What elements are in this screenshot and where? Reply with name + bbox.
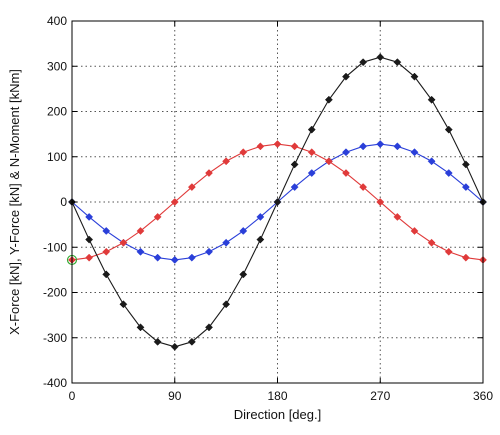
series-1-point xyxy=(187,253,196,262)
series-1-point xyxy=(376,140,385,149)
y-tick-label: -200 xyxy=(43,286,67,300)
y-tick-label: 200 xyxy=(47,105,67,119)
series-3-point xyxy=(239,270,248,279)
series-layer xyxy=(66,53,487,351)
series-2-point xyxy=(256,142,265,151)
x-tick-label: 360 xyxy=(473,389,493,403)
series-1-point xyxy=(170,255,179,264)
series-3-point xyxy=(359,58,368,67)
series-3-point xyxy=(324,95,333,104)
series-2-point xyxy=(376,198,385,206)
series-1-point xyxy=(153,253,162,262)
series-3-point xyxy=(410,72,419,81)
series-1-point xyxy=(136,247,145,256)
series-3-point xyxy=(290,160,299,169)
y-tick-label: -300 xyxy=(43,331,67,345)
series-2-point xyxy=(290,142,299,151)
series-3-point xyxy=(119,300,128,309)
series-3 xyxy=(68,53,487,351)
series-3-point xyxy=(136,323,145,332)
series-2-point xyxy=(427,238,436,247)
series-2-point xyxy=(187,183,196,192)
x-tick-label: 0 xyxy=(69,389,76,403)
series-2-point xyxy=(170,198,179,206)
series-1-point xyxy=(410,148,419,157)
series-2-point xyxy=(205,169,213,177)
series-1-point xyxy=(359,142,368,151)
series-1-point xyxy=(290,183,299,192)
series-3-point xyxy=(393,58,402,67)
series-3-point xyxy=(170,342,179,351)
y-tick-label: 0 xyxy=(60,195,67,209)
series-2-point xyxy=(239,148,248,157)
series-3-point xyxy=(307,125,316,134)
series-1-point xyxy=(393,142,402,151)
x-tick-label: 180 xyxy=(267,389,287,403)
series-3-point xyxy=(222,300,231,309)
series-2-point xyxy=(153,212,162,221)
series-2-point xyxy=(85,253,94,262)
series-3-point xyxy=(273,198,282,206)
series-1-point xyxy=(239,227,248,235)
series-1-point xyxy=(102,227,111,235)
series-2-point xyxy=(444,247,453,256)
series-2-point xyxy=(410,227,419,235)
y-tick-label: 100 xyxy=(47,150,67,164)
series-3-point xyxy=(256,235,265,244)
series-1-point xyxy=(205,247,213,256)
y-axis-title: X-Force [kN], Y-Force [kN] & N-Moment [k… xyxy=(7,69,22,335)
series-1-point xyxy=(222,238,231,247)
x-axis-title: Direction [deg.] xyxy=(234,407,321,422)
y-tick-label: 400 xyxy=(47,14,67,28)
y-tick-label: -400 xyxy=(43,376,67,390)
series-3-point xyxy=(376,53,385,62)
series-3-point xyxy=(444,125,453,134)
series-2-point xyxy=(461,253,470,262)
series-3-point xyxy=(461,160,470,169)
ticks: 0 90 180 270 360 -400 -300 -200 -100 0 100 200 300 40… xyxy=(43,14,493,403)
series-1-point xyxy=(256,212,265,221)
y-tick-label: 300 xyxy=(47,59,67,73)
series-3-point xyxy=(427,95,436,104)
series-1-point xyxy=(342,148,350,157)
series-2-point xyxy=(102,247,111,256)
series-1-point xyxy=(85,212,94,221)
series-2-point xyxy=(307,148,316,157)
series-2-point xyxy=(136,227,145,235)
series-1-point xyxy=(307,169,316,177)
y-tick-label: -100 xyxy=(43,240,67,254)
series-3-point xyxy=(342,72,350,81)
series-2-point xyxy=(359,183,368,192)
series-2-point xyxy=(222,157,231,166)
series-1-point xyxy=(427,157,436,166)
series-1-point xyxy=(461,183,470,192)
series-3-point xyxy=(102,270,111,279)
series-1-point xyxy=(444,169,453,177)
series-2-point xyxy=(342,169,350,177)
series-3-point xyxy=(153,337,162,346)
series-3-point xyxy=(85,235,94,244)
series-2 xyxy=(68,140,487,264)
series-2-point xyxy=(273,140,282,149)
series-2-point xyxy=(324,157,333,166)
x-tick-label: 270 xyxy=(370,389,390,403)
series-2-point xyxy=(393,212,402,221)
series-3-point xyxy=(205,323,213,332)
x-tick-label: 90 xyxy=(168,389,182,403)
series-3-point xyxy=(187,337,196,346)
series-2-point xyxy=(119,238,128,247)
